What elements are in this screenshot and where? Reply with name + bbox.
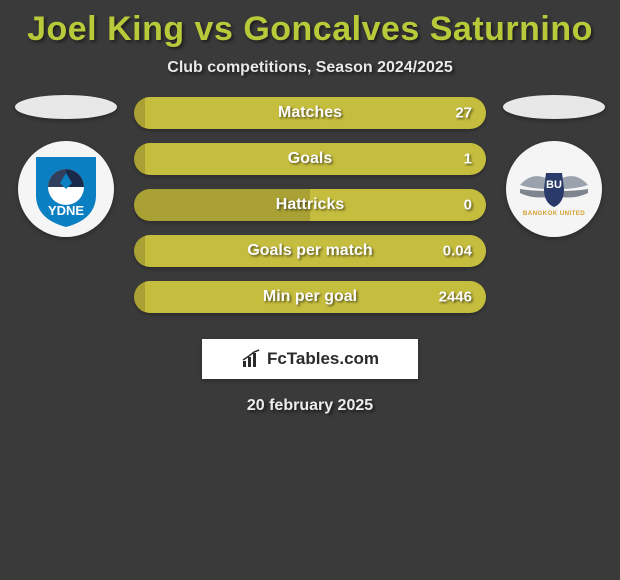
stat-bar-label: Matches (278, 104, 342, 122)
svg-text:BANGKOK UNITED: BANGKOK UNITED (523, 210, 585, 217)
svg-text:BU: BU (546, 179, 562, 191)
bangkok-united-logo-icon: BU BANGKOK UNITED (514, 149, 594, 229)
stat-bar-value-right: 2446 (439, 289, 472, 306)
stat-bar: Min per goal 2446 (134, 281, 486, 313)
date-text: 20 february 2025 (0, 397, 620, 415)
stat-bar-left-fill (134, 281, 145, 313)
stat-bar: Goals 1 (134, 143, 486, 175)
svg-text:YDNE: YDNE (48, 203, 84, 218)
stat-bar-left-fill (134, 143, 145, 175)
page-title: Joel King vs Goncalves Saturnino (0, 0, 620, 53)
subtitle: Club competitions, Season 2024/2025 (0, 53, 620, 95)
stat-bars: Matches 27 Goals 1 Hattricks 0 Goals per match… (134, 95, 486, 313)
stat-bar-label: Goals per match (247, 242, 372, 260)
stat-bar-left-fill (134, 97, 145, 129)
stat-bar-label: Min per goal (263, 288, 357, 306)
player-left-column: YDNE (10, 95, 122, 237)
player-right-club-logo: BU BANGKOK UNITED (506, 141, 602, 237)
brand-badge: FcTables.com (202, 339, 418, 379)
stat-bar-value-right: 0.04 (443, 243, 472, 260)
infographic-container: Joel King vs Goncalves Saturnino Club co… (0, 0, 620, 580)
sydney-fc-logo-icon: YDNE (26, 149, 106, 229)
player-right-column: BU BANGKOK UNITED (498, 95, 610, 237)
stat-bar-label: Hattricks (276, 196, 344, 214)
stat-bar-label: Goals (288, 150, 332, 168)
player-left-avatar-placeholder (15, 95, 117, 119)
stat-bar-value-right: 1 (464, 151, 472, 168)
player-right-avatar-placeholder (503, 95, 605, 119)
brand-text: FcTables.com (267, 349, 379, 369)
stat-bar: Matches 27 (134, 97, 486, 129)
chart-icon (241, 349, 261, 369)
stat-bar: Goals per match 0.04 (134, 235, 486, 267)
stat-bar-value-right: 27 (455, 105, 472, 122)
stat-bar: Hattricks 0 (134, 189, 486, 221)
stat-bar-value-right: 0 (464, 197, 472, 214)
player-left-club-logo: YDNE (18, 141, 114, 237)
main-row: YDNE Matches 27 Goals 1 Hattricks 0 Goals per … (0, 95, 620, 313)
stat-bar-left-fill (134, 235, 145, 267)
